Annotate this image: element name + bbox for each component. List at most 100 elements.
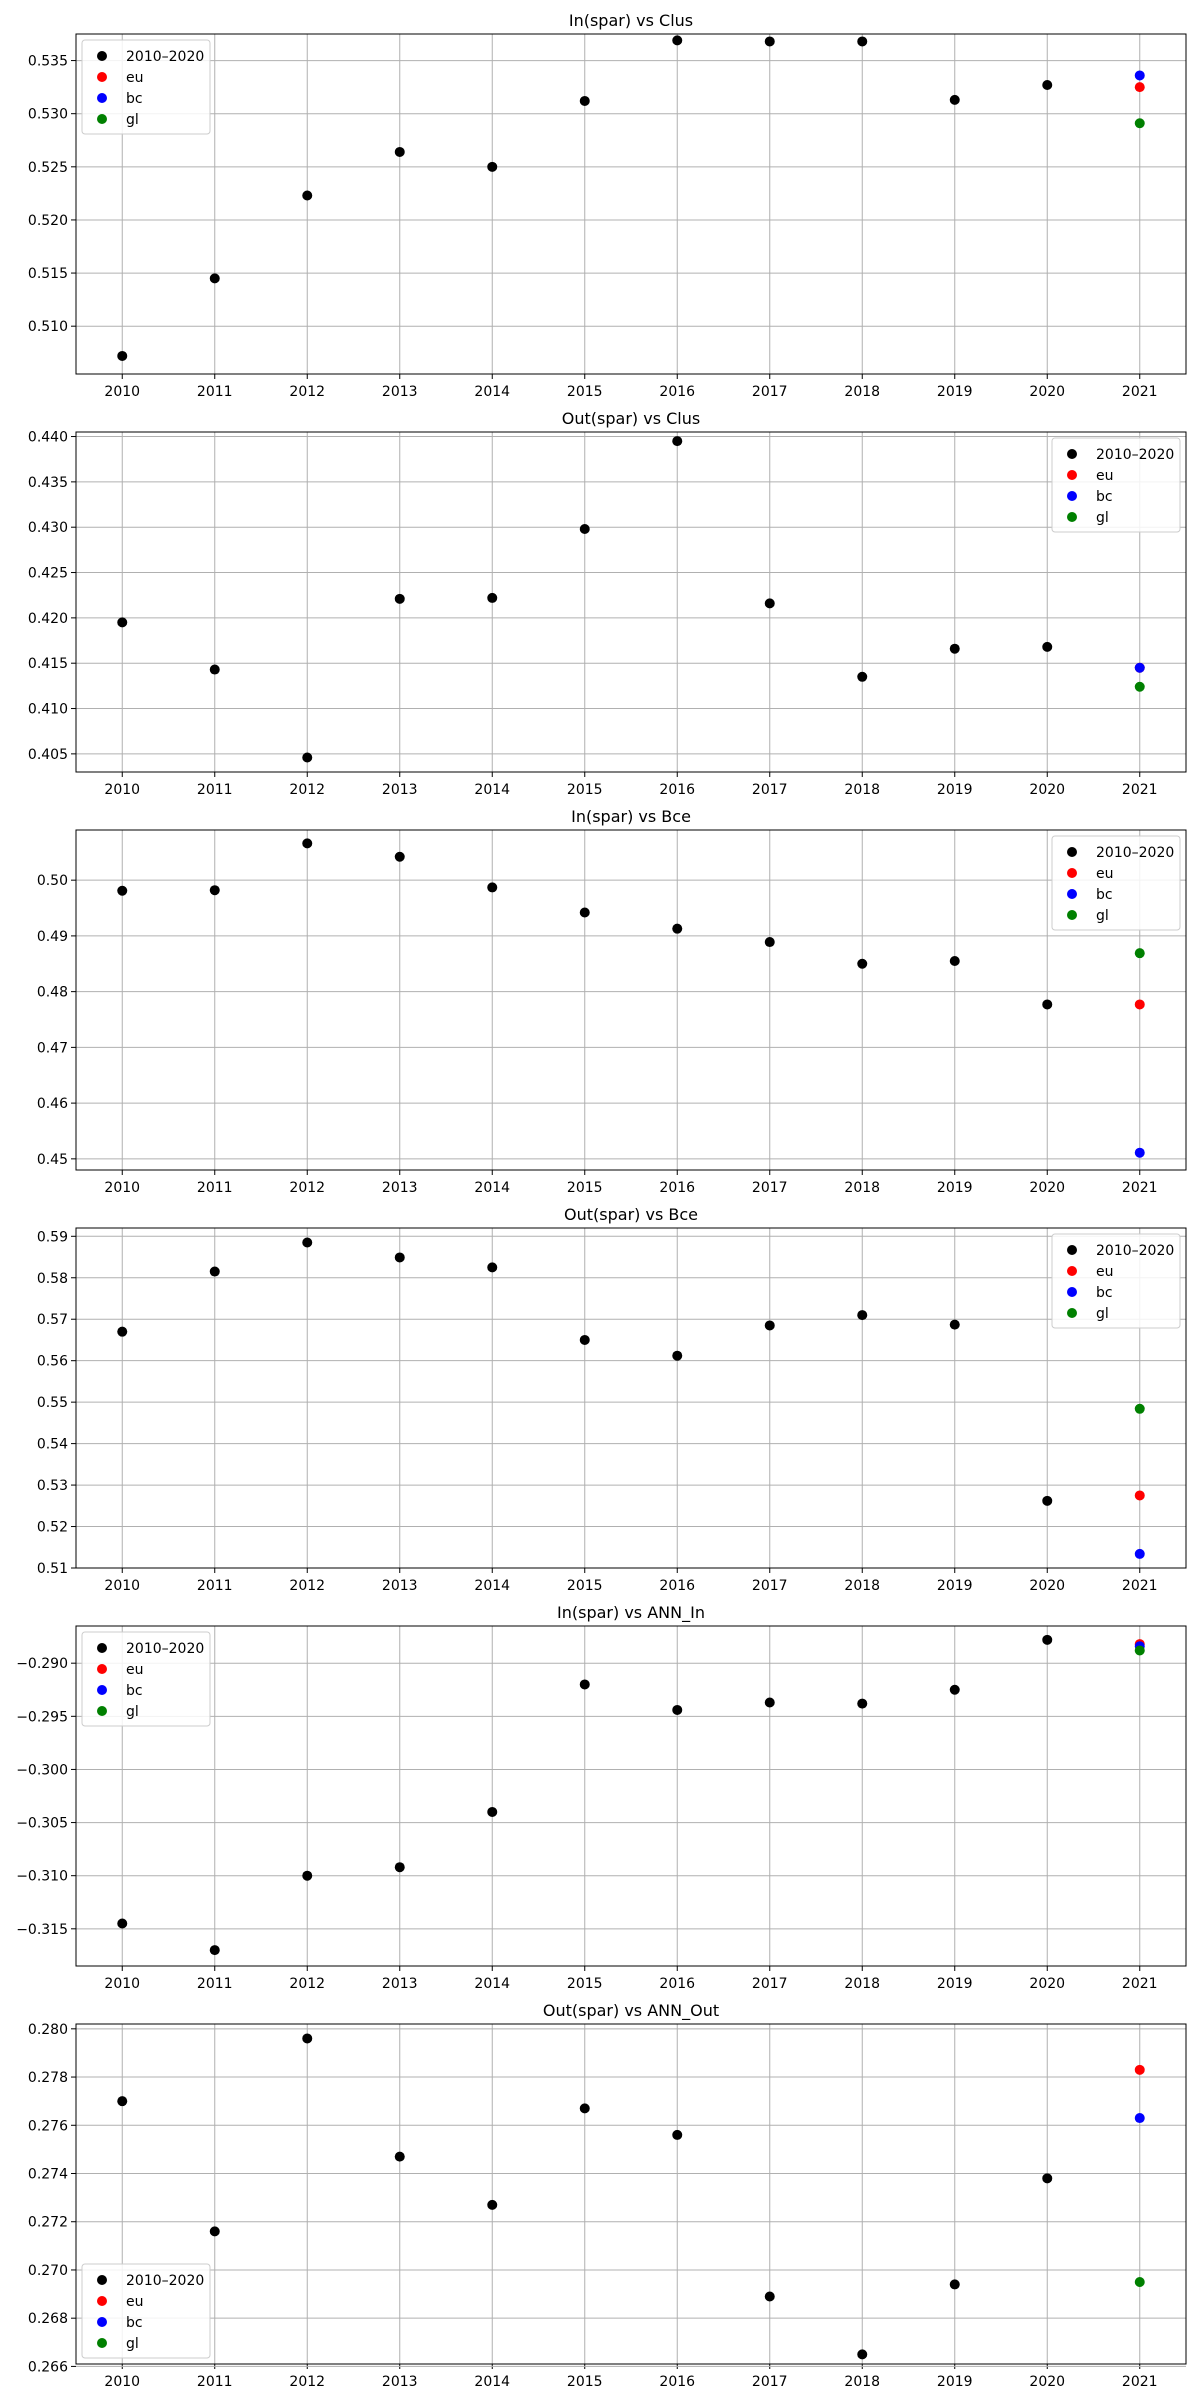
x-tick-label: 2021 <box>1122 1578 1158 1594</box>
y-tick-label: 0.266 <box>28 2359 68 2375</box>
legend-marker <box>97 51 107 61</box>
legend-marker <box>1067 1287 1077 1297</box>
x-tick-label: 2019 <box>937 384 973 400</box>
data-point-bc <box>1134 1147 1145 1158</box>
chart-title: In(spar) vs Clus <box>569 11 693 30</box>
x-tick-label: 2018 <box>844 1976 880 1992</box>
data-point-2010–2020 <box>209 664 220 675</box>
x-tick-label: 2015 <box>567 1180 603 1196</box>
data-point-2010–2020 <box>672 35 683 46</box>
legend-label: eu <box>1096 1264 1114 1280</box>
data-point-2010–2020 <box>579 1679 590 1690</box>
y-tick-label: 0.435 <box>28 475 68 491</box>
data-point-gl <box>1134 1403 1145 1414</box>
data-point-2010–2020 <box>394 1862 405 1873</box>
data-point-2010–2020 <box>764 1320 775 1331</box>
data-point-2010–2020 <box>672 1350 683 1361</box>
data-point-gl <box>1134 1645 1145 1656</box>
x-tick-label: 2017 <box>752 2374 788 2390</box>
x-tick-label: 2020 <box>1029 2374 1065 2390</box>
y-tick-label: 0.58 <box>37 1271 68 1287</box>
data-point-2010–2020 <box>1042 1634 1053 1645</box>
data-point-2010–2020 <box>579 907 590 918</box>
legend-marker <box>97 93 107 103</box>
legend-label: gl <box>126 2336 139 2352</box>
data-point-2010–2020 <box>487 1806 498 1817</box>
x-tick-label: 2015 <box>567 384 603 400</box>
data-point-2010–2020 <box>487 592 498 603</box>
data-point-2010–2020 <box>949 643 960 654</box>
legend-marker <box>1067 512 1077 522</box>
legend: 2010–2020 eu bc gl <box>81 39 211 135</box>
x-tick-label: 2012 <box>289 782 325 798</box>
legend-label: 2010–2020 <box>1096 845 1174 861</box>
x-tick-label: 2020 <box>1029 1180 1065 1196</box>
legend-label: eu <box>1096 866 1114 882</box>
data-point-2010–2020 <box>949 2279 960 2290</box>
data-point-eu <box>1134 2064 1145 2075</box>
data-point-2010–2020 <box>672 923 683 934</box>
x-tick-label: 2021 <box>1122 1180 1158 1196</box>
chart-panel-1: In(spar) vs Clus 2010 2011 2012 2013 2014 2015… <box>28 11 1187 400</box>
x-tick-label: 2011 <box>197 384 233 400</box>
x-tick-label: 2013 <box>382 2374 418 2390</box>
legend-box <box>1051 437 1181 533</box>
legend-label: eu <box>126 1662 144 1678</box>
legend-label: gl <box>126 1704 139 1720</box>
axes-frame <box>75 1625 1187 1967</box>
x-tick-label: 2021 <box>1122 2374 1158 2390</box>
y-tick-label: 0.49 <box>37 929 68 945</box>
y-tick-label: 0.57 <box>37 1312 68 1328</box>
data-point-2010–2020 <box>394 2151 405 2162</box>
legend-marker <box>1067 1245 1077 1255</box>
legend-marker <box>97 1685 107 1695</box>
data-point-2010–2020 <box>117 1326 128 1337</box>
x-tick-label: 2018 <box>844 2374 880 2390</box>
y-tick-label: −0.310 <box>16 1869 68 1885</box>
x-tick-label: 2015 <box>567 782 603 798</box>
x-tick-label: 2021 <box>1122 384 1158 400</box>
legend-marker <box>1067 910 1077 920</box>
data-point-2010–2020 <box>117 617 128 628</box>
data-point-2010–2020 <box>117 350 128 361</box>
legend-box <box>81 39 211 135</box>
data-point-gl <box>1134 2277 1145 2288</box>
data-point-2010–2020 <box>857 958 868 969</box>
legend-marker <box>97 1664 107 1674</box>
x-tick-label: 2010 <box>104 2374 140 2390</box>
x-tick-label: 2020 <box>1029 1578 1065 1594</box>
axes-frame <box>75 431 1187 773</box>
y-tick-label: 0.272 <box>28 2215 68 2231</box>
axes-frame <box>75 829 1187 1171</box>
chart-title: Out(spar) vs Clus <box>562 409 700 428</box>
y-tick-label: 0.440 <box>28 430 68 446</box>
y-tick-label: 0.280 <box>28 2022 68 2038</box>
x-tick-label: 2013 <box>382 1578 418 1594</box>
x-tick-label: 2010 <box>104 782 140 798</box>
legend-box <box>81 1631 211 1727</box>
legend-label: eu <box>126 70 144 86</box>
y-tick-label: 0.52 <box>37 1520 68 1536</box>
legend-marker <box>97 1706 107 1716</box>
x-tick-label: 2019 <box>937 1578 973 1594</box>
legend-label: gl <box>1096 908 1109 924</box>
legend-marker <box>97 72 107 82</box>
y-tick-label: 0.268 <box>28 2311 68 2327</box>
legend-box <box>1051 1233 1181 1329</box>
y-tick-label: 0.51 <box>37 1561 68 1577</box>
legend: 2010–2020 eu bc gl <box>81 1631 211 1727</box>
data-point-2010–2020 <box>302 1237 313 1248</box>
data-point-2010–2020 <box>949 94 960 105</box>
data-point-2010–2020 <box>394 593 405 604</box>
x-tick-label: 2010 <box>104 384 140 400</box>
legend-label: bc <box>1096 489 1113 505</box>
x-tick-label: 2011 <box>197 2374 233 2390</box>
data-point-2010–2020 <box>579 95 590 106</box>
legend-marker <box>97 114 107 124</box>
data-point-2010–2020 <box>302 752 313 763</box>
data-point-2010–2020 <box>579 1334 590 1345</box>
x-tick-label: 2017 <box>752 1976 788 1992</box>
y-tick-label: 0.415 <box>28 656 68 672</box>
data-point-eu <box>1134 82 1145 93</box>
x-tick-label: 2013 <box>382 1976 418 1992</box>
